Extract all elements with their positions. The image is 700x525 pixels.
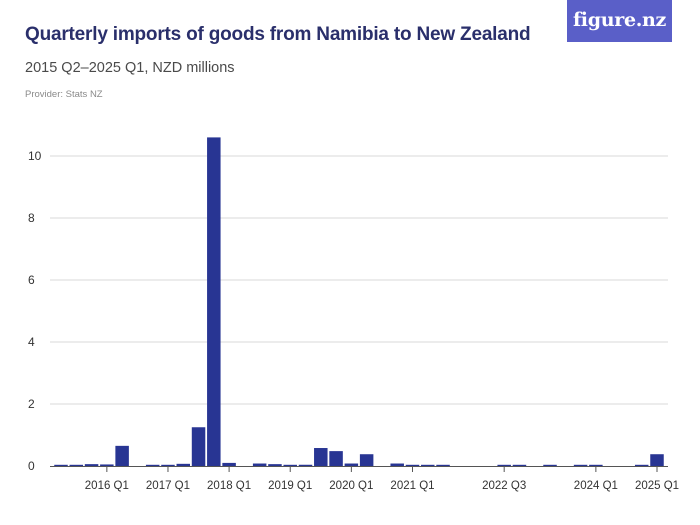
chart-title: Quarterly imports of goods from Namibia … — [25, 24, 531, 45]
x-tick-label: 2016 Q1 — [85, 480, 129, 492]
bar — [589, 464, 603, 466]
y-tick-label: 2 — [28, 397, 35, 411]
bar — [314, 448, 328, 466]
y-tick-label: 4 — [28, 335, 35, 349]
bar — [512, 464, 527, 466]
bar — [222, 462, 236, 466]
bar — [54, 464, 68, 466]
bar — [191, 427, 206, 466]
bar — [161, 464, 175, 466]
bar — [252, 463, 267, 466]
x-tick-label: 2025 Q1 — [635, 480, 679, 492]
x-tick-label: 2017 Q1 — [146, 480, 190, 492]
bar — [344, 463, 359, 466]
bar — [497, 464, 511, 466]
y-tick-label: 6 — [28, 273, 35, 287]
bar — [115, 445, 129, 466]
bar — [268, 464, 282, 466]
bars — [54, 137, 664, 466]
bar — [329, 451, 343, 466]
gridlines — [50, 155, 668, 467]
x-tick-label: 2020 Q1 — [329, 480, 373, 492]
bar — [298, 464, 313, 466]
bar — [436, 464, 450, 466]
x-axis-ticks: 2016 Q1 2017 Q1 2018 Q1 2019 Q1 2020 Q1 2021 … — [85, 466, 679, 492]
x-tick-label: 2018 Q1 — [207, 480, 251, 492]
bar — [145, 464, 160, 466]
x-tick-label: 2022 Q3 — [482, 480, 526, 492]
x-tick-label: 2024 Q1 — [574, 480, 618, 492]
bar — [84, 464, 99, 466]
y-tick-label: 0 — [28, 459, 35, 473]
x-tick-label: 2021 Q1 — [390, 480, 434, 492]
bar — [207, 137, 221, 466]
bar — [390, 463, 404, 466]
provider-note: Provider: Stats NZ — [25, 89, 103, 100]
bar — [650, 454, 664, 466]
bar — [100, 464, 114, 466]
bar — [543, 464, 557, 466]
bar — [283, 464, 297, 466]
y-tick-label: 8 — [28, 211, 35, 225]
x-tick-label: 2019 Q1 — [268, 480, 312, 492]
bar — [405, 464, 420, 466]
bar — [573, 464, 588, 466]
bar — [359, 454, 374, 466]
figure-nz-logo[interactable]: figure.nz — [567, 0, 672, 42]
bar — [69, 464, 84, 466]
y-axis-ticks: 0 2 4 6 8 10 — [28, 149, 42, 473]
bar — [176, 463, 191, 466]
y-tick-label: 10 — [28, 149, 42, 163]
chart-subtitle: 2015 Q2–2025 Q1, NZD millions — [25, 60, 235, 76]
bar — [421, 464, 435, 466]
bar — [634, 464, 649, 466]
